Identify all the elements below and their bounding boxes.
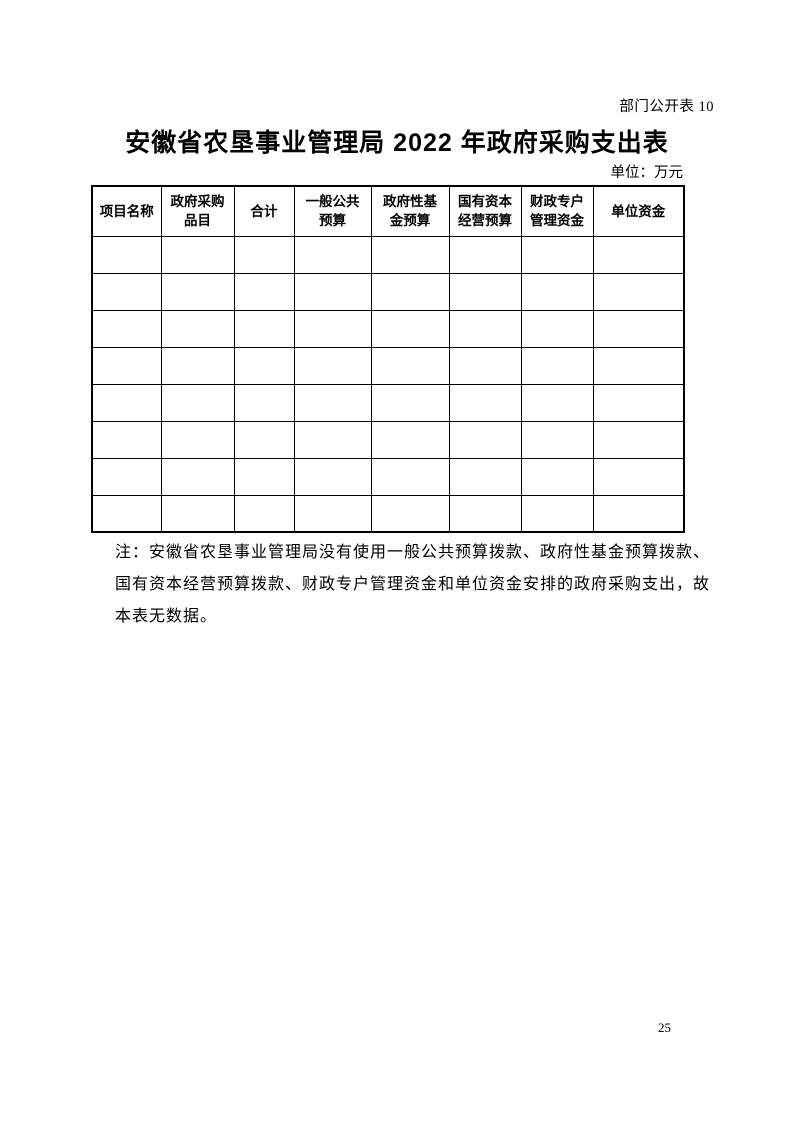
table-cell	[293, 235, 372, 274]
table-row	[91, 457, 685, 496]
table-row	[91, 383, 685, 422]
table-cell	[233, 420, 295, 459]
table-cell	[233, 494, 295, 533]
table-cell	[233, 457, 295, 496]
table-cell	[91, 346, 162, 385]
table-cell	[448, 346, 522, 385]
table-cell	[448, 235, 522, 274]
doc-label: 部门公开表 10	[619, 99, 714, 115]
note-line: 国有资本经营预算拨款、财政专户管理资金和单位资金安排的政府采购支出，故	[115, 576, 711, 593]
column-header-6: 国有资本 经营预算	[448, 185, 522, 237]
table-cell	[370, 494, 450, 533]
table-cell	[370, 457, 450, 496]
table-cell	[293, 420, 372, 459]
table-cell	[592, 420, 685, 459]
table-cell	[520, 272, 594, 311]
table-cell	[233, 309, 295, 348]
table-cell	[448, 383, 522, 422]
column-header-4: 一般公共 预算	[293, 185, 372, 237]
table-cell	[592, 457, 685, 496]
table-header-row: 项目名称 政府采购 品目 合计 一般公共 预算 政府性基 金预算 国有资本 经营预算 财政专…	[91, 185, 685, 237]
table-cell	[160, 235, 235, 274]
table-cell	[91, 235, 162, 274]
table-cell	[160, 272, 235, 311]
column-header-8: 单位资金	[592, 185, 685, 237]
table-cell	[91, 383, 162, 422]
table-cell	[293, 309, 372, 348]
unit-label: 单位：万元	[610, 165, 684, 181]
table-row	[91, 309, 685, 348]
table-cell	[520, 420, 594, 459]
table-cell	[370, 420, 450, 459]
table-cell	[370, 346, 450, 385]
table-cell	[160, 309, 235, 348]
table-row	[91, 272, 685, 311]
table-cell	[233, 346, 295, 385]
page-number: 25	[658, 1020, 671, 1035]
table-cell	[233, 383, 295, 422]
page-title: 安徽省农垦事业管理局 2022 年政府采购支出表	[125, 129, 669, 157]
table-cell	[293, 346, 372, 385]
note-line: 注：安徽省农垦事业管理局没有使用一般公共预算拨款、政府性基金预算拨款、	[115, 544, 711, 561]
table-cell	[448, 309, 522, 348]
column-header-7: 财政专户 管理资金	[520, 185, 594, 237]
table-cell	[293, 494, 372, 533]
procurement-expenditure-table: 项目名称 政府采购 品目 合计 一般公共 预算 政府性基 金预算 国有资本 经营预算 财政专…	[91, 185, 685, 533]
table-cell	[520, 235, 594, 274]
table-cell	[370, 272, 450, 311]
table-cell	[592, 346, 685, 385]
table-cell	[160, 346, 235, 385]
table-row	[91, 346, 685, 385]
table-cell	[448, 457, 522, 496]
table-cell	[91, 457, 162, 496]
table-cell	[91, 272, 162, 311]
table-row	[91, 494, 685, 533]
table-cell	[448, 272, 522, 311]
table-cell	[592, 272, 685, 311]
table-cell	[520, 383, 594, 422]
table-cell	[592, 235, 685, 274]
table-cell	[370, 383, 450, 422]
column-header-2: 政府采购 品目	[160, 185, 235, 237]
column-header-1: 项目名称	[91, 185, 162, 237]
table-cell	[160, 420, 235, 459]
table-cell	[520, 494, 594, 533]
table-cell	[592, 494, 685, 533]
table-cell	[160, 494, 235, 533]
table-cell	[592, 383, 685, 422]
table-cell	[91, 494, 162, 533]
table-cell	[592, 309, 685, 348]
table-cell	[520, 346, 594, 385]
table-cell	[448, 420, 522, 459]
table-cell	[160, 383, 235, 422]
table-cell	[91, 309, 162, 348]
table-cell	[293, 457, 372, 496]
table-cell	[160, 457, 235, 496]
column-header-5: 政府性基 金预算	[370, 185, 450, 237]
column-header-3: 合计	[233, 185, 295, 237]
note-line: 本表无数据。	[115, 608, 218, 625]
table-note: 注：安徽省农垦事业管理局没有使用一般公共预算拨款、政府性基金预算拨款、 国有资本经…	[115, 537, 711, 633]
table-cell	[370, 309, 450, 348]
table-cell	[233, 235, 295, 274]
table-cell	[520, 457, 594, 496]
table-cell	[370, 235, 450, 274]
table-cell	[293, 272, 372, 311]
table-cell	[233, 272, 295, 311]
table-cell	[448, 494, 522, 533]
table-cell	[293, 383, 372, 422]
table-row	[91, 420, 685, 459]
table-cell	[91, 420, 162, 459]
table-row	[91, 235, 685, 274]
table-cell	[520, 309, 594, 348]
